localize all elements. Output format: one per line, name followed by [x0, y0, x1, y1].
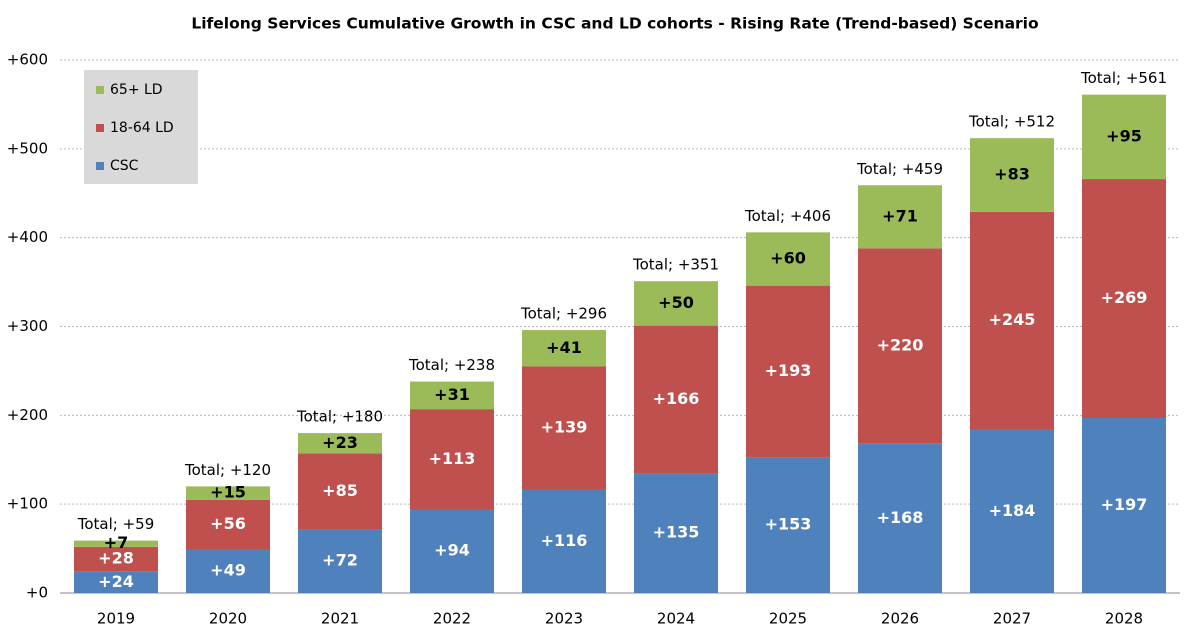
legend-swatch	[96, 124, 104, 132]
bar-segment	[298, 529, 382, 593]
bar-segment	[522, 366, 606, 490]
data-label: +139	[541, 418, 588, 437]
bar-segment	[186, 486, 270, 500]
total-label: Total; +120	[184, 461, 271, 479]
data-label: +193	[765, 361, 812, 380]
x-tick-label: 2022	[433, 610, 471, 628]
chart-title: Lifelong Services Cumulative Growth in C…	[191, 15, 1038, 33]
bar-segment	[858, 248, 942, 444]
bar-segment	[74, 571, 158, 593]
y-tick-label: +500	[7, 139, 48, 157]
x-tick-label: 2028	[1105, 610, 1143, 628]
data-label: +15	[210, 483, 246, 502]
bar-segment	[970, 138, 1054, 212]
data-label: +113	[429, 449, 476, 468]
legend-label: 18-64 LD	[110, 120, 174, 136]
total-label: Total; +238	[408, 356, 495, 374]
data-label: +220	[877, 336, 924, 355]
y-tick-label: +100	[7, 495, 48, 513]
data-label: +166	[653, 389, 700, 408]
y-tick-label: +0	[26, 584, 48, 602]
total-label: Total; +59	[77, 515, 155, 533]
bar-segment	[634, 325, 718, 474]
bar-segment	[634, 473, 718, 593]
data-label: +31	[434, 385, 470, 404]
data-label: +24	[98, 572, 134, 591]
data-label: +28	[98, 549, 134, 568]
bar-segment	[298, 433, 382, 454]
x-tick-label: 2020	[209, 610, 247, 628]
data-label: +83	[994, 165, 1030, 184]
data-label: +153	[765, 515, 812, 534]
total-label: Total; +561	[1080, 69, 1167, 87]
total-label: Total; +512	[968, 113, 1055, 131]
data-label: +50	[658, 293, 694, 312]
bar-segment	[410, 509, 494, 593]
bar-segment	[746, 232, 830, 286]
x-tick-label: 2021	[321, 610, 359, 628]
legend-swatch	[96, 162, 104, 170]
data-label: +41	[546, 338, 582, 357]
bar-segment	[1082, 94, 1166, 180]
total-label: Total; +459	[856, 160, 943, 178]
bar-segment	[298, 453, 382, 530]
bar-segment	[970, 211, 1054, 430]
total-label: Total; +296	[520, 305, 607, 323]
data-label: +116	[541, 531, 588, 550]
data-label: +23	[322, 433, 358, 452]
bar-segment	[634, 281, 718, 326]
bar-segment	[522, 330, 606, 367]
x-tick-label: 2023	[545, 610, 583, 628]
y-tick-label: +200	[7, 406, 48, 424]
legend-label: 65+ LD	[110, 82, 163, 98]
bar-segment	[858, 185, 942, 249]
data-label: +197	[1101, 495, 1148, 514]
data-label: +184	[989, 501, 1036, 520]
data-label: +56	[210, 514, 246, 533]
y-tick-label: +300	[7, 317, 48, 335]
data-label: +7	[104, 533, 129, 552]
bar-segment	[1082, 417, 1166, 593]
data-label: +168	[877, 508, 924, 527]
bar-segment	[186, 549, 270, 593]
y-tick-label: +600	[7, 51, 48, 69]
data-label: +269	[1101, 288, 1148, 307]
x-tick-label: 2026	[881, 610, 919, 628]
bar-segment	[74, 540, 158, 547]
data-label: +71	[882, 206, 918, 225]
total-label: Total; +351	[632, 256, 719, 274]
bar-segment	[1082, 179, 1166, 418]
legend-label: CSC	[110, 158, 139, 174]
x-tick-label: 2027	[993, 610, 1031, 628]
x-tick-label: 2025	[769, 610, 807, 628]
total-label: Total; +406	[744, 207, 831, 225]
legend-swatch	[96, 86, 104, 94]
data-label: +94	[434, 541, 470, 560]
bar-segment	[186, 499, 270, 550]
data-label: +85	[322, 481, 358, 500]
total-label: Total; +180	[296, 408, 383, 426]
bar-segment	[522, 489, 606, 593]
x-tick-label: 2024	[657, 610, 695, 628]
bar-segment	[970, 429, 1054, 593]
x-tick-label: 2019	[97, 610, 135, 628]
bar-segment	[410, 409, 494, 510]
bar-segment	[410, 381, 494, 410]
bar-segment	[746, 285, 830, 458]
data-label: +95	[1106, 126, 1142, 145]
data-label: +72	[322, 551, 358, 570]
data-label: +135	[653, 523, 700, 542]
bar-segment	[74, 546, 158, 572]
data-label: +245	[989, 310, 1036, 329]
data-label: +49	[210, 561, 246, 580]
bar-segment	[858, 443, 942, 593]
data-label: +60	[770, 248, 806, 267]
y-tick-label: +400	[7, 228, 48, 246]
bar-segment	[746, 457, 830, 593]
